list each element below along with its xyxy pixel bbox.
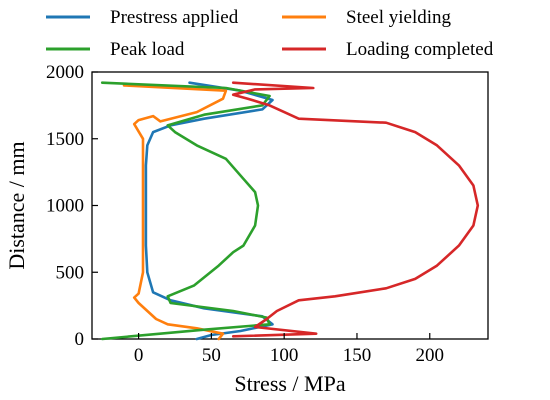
y-tick-label: 1500 [46, 129, 84, 150]
y-axis-label: Distance / mm [4, 141, 29, 269]
series-line-3 [100, 81, 271, 341]
x-tick-label: 0 [134, 345, 144, 366]
legend-label-3: Peak load [110, 39, 185, 60]
series-line-2 [122, 84, 228, 341]
series-line-4 [231, 81, 480, 338]
plot-frame [91, 71, 489, 340]
series-line-1 [144, 81, 274, 341]
x-tick-label: 100 [270, 345, 299, 366]
legend-label-2: Steel yielding [346, 7, 452, 28]
legend-label-4: Loading completed [346, 39, 494, 60]
y-tick-label: 500 [56, 262, 85, 283]
y-tick-label: 2000 [46, 62, 84, 83]
x-axis-label: Stress / MPa [234, 371, 345, 396]
x-axis-ticks: 0 50 100 150 200 [134, 333, 444, 366]
x-tick-label: 50 [202, 345, 221, 366]
legend: Prestress applied Steel yielding Peak load… [46, 7, 494, 60]
x-tick-label: 200 [416, 345, 445, 366]
y-tick-label: 0 [75, 329, 85, 350]
x-tick-label: 150 [343, 345, 372, 366]
y-tick-label: 1000 [46, 196, 84, 217]
y-axis-ticks: 0 500 1000 1500 2000 [46, 62, 98, 350]
series-layer [100, 81, 480, 341]
legend-label-1: Prestress applied [110, 7, 239, 28]
